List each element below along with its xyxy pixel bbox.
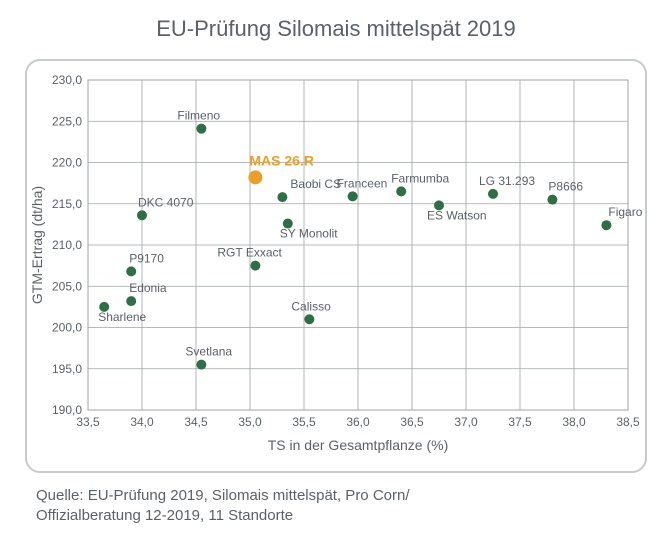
data-point xyxy=(348,191,358,201)
data-point-label: DKC 4070 xyxy=(138,195,194,209)
data-point xyxy=(137,210,147,220)
data-point xyxy=(196,124,206,134)
y-tick-label: 205,0 xyxy=(52,279,82,293)
data-point xyxy=(304,314,314,324)
data-point-label: P9170 xyxy=(129,251,164,265)
data-point-label: P8666 xyxy=(548,180,583,194)
data-point xyxy=(250,261,260,271)
caption-line-1: Quelle: EU-Prüfung 2019, Silomais mittel… xyxy=(36,487,410,504)
data-point xyxy=(126,296,136,306)
highlight-point xyxy=(248,170,262,184)
y-tick-label: 220,0 xyxy=(52,156,82,170)
data-point xyxy=(126,266,136,276)
x-axis-label: TS in der Gesamtpflanze (%) xyxy=(268,437,449,453)
data-point xyxy=(601,220,611,230)
caption-line-2: Offizialberatung 12-2019, 11 Standorte xyxy=(36,507,293,524)
data-point-label: Baobi CS xyxy=(290,177,341,191)
x-tick-label: 34,5 xyxy=(184,415,208,429)
data-point-label: ES Watson xyxy=(427,208,487,222)
x-tick-label: 35,0 xyxy=(238,415,262,429)
x-tick-label: 34,0 xyxy=(130,415,154,429)
data-point-label: LG 31.293 xyxy=(479,174,535,188)
data-point-label: Edonia xyxy=(129,281,167,295)
data-point-label: Svetlana xyxy=(185,345,232,359)
data-point xyxy=(196,360,206,370)
y-tick-label: 210,0 xyxy=(52,238,82,252)
y-tick-label: 225,0 xyxy=(52,114,82,128)
x-tick-label: 37,0 xyxy=(454,415,478,429)
y-axis-label: GTM-Ertrag (dt/ha) xyxy=(29,186,45,304)
data-point-label: SY Monolit xyxy=(280,227,338,241)
y-tick-label: 215,0 xyxy=(52,197,82,211)
x-tick-label: 35,5 xyxy=(292,415,316,429)
y-tick-label: 190,0 xyxy=(52,403,82,417)
x-tick-label: 37,5 xyxy=(508,415,532,429)
data-point-label: Franceen xyxy=(337,176,388,190)
chart-title: EU-Prüfung Silomais mittelspät 2019 xyxy=(18,16,654,42)
x-tick-label: 33,5 xyxy=(76,415,100,429)
x-tick-label: 38,0 xyxy=(562,415,586,429)
x-tick-label: 36,0 xyxy=(346,415,370,429)
data-point-label: Figaro xyxy=(608,205,642,219)
data-point-label: Filmeno xyxy=(177,109,220,123)
y-tick-label: 200,0 xyxy=(52,321,82,335)
x-tick-label: 38,5 xyxy=(616,415,640,429)
data-point-label: Sharlene xyxy=(98,310,146,324)
scatter-chart: 33,5 34,0 34,5 35,0 35,5 36,0 36,5 37,0 37,5 38,0… xyxy=(18,56,654,476)
data-point xyxy=(396,186,406,196)
highlight-label: MAS 26.R xyxy=(249,152,314,168)
x-tick-label: 36,5 xyxy=(400,415,424,429)
data-point xyxy=(488,189,498,199)
data-point-label: RGT Exxact xyxy=(217,246,282,260)
y-tick-label: 195,0 xyxy=(52,362,82,376)
data-point xyxy=(277,192,287,202)
data-point-label: Farmumba xyxy=(391,171,449,185)
data-point-label: Calisso xyxy=(291,299,331,313)
data-point xyxy=(547,195,557,205)
chart-caption: Quelle: EU-Prüfung 2019, Silomais mittel… xyxy=(18,486,654,527)
y-tick-label: 230,0 xyxy=(52,73,82,87)
